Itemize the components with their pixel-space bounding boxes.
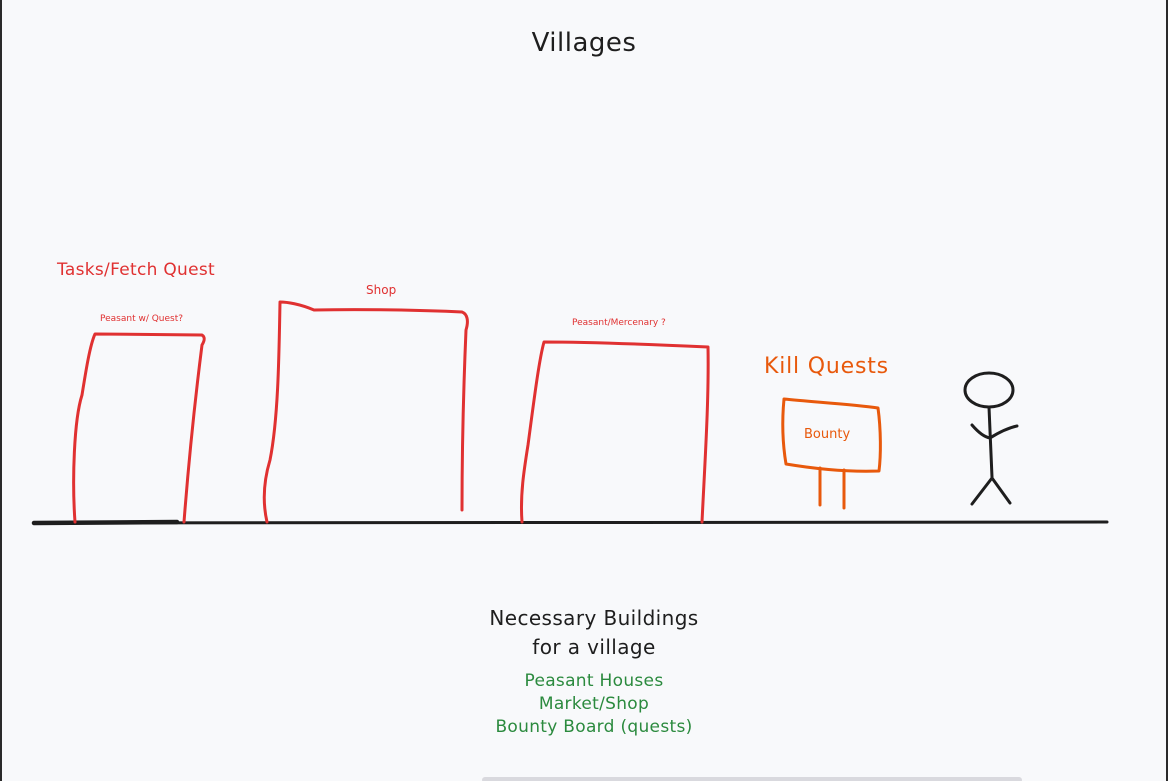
building-shop <box>262 300 469 524</box>
notes-heading-line-2: for a village <box>532 635 656 659</box>
notes-list: Peasant Houses Market/Shop Bounty Board … <box>384 670 804 739</box>
notes-list-item: Market/Shop <box>538 694 650 714</box>
building-label-shop: Shop <box>366 283 397 297</box>
building-label-peasant-mercenary: Peasant/Mercenary ? <box>572 318 666 328</box>
tasks-fetch-quest-heading: Tasks/Fetch Quest <box>57 260 216 280</box>
ground-line <box>32 520 1109 525</box>
notes-heading-line-1: Necessary Buildings <box>489 606 699 630</box>
page-title: Villages <box>531 28 637 58</box>
horizontal-scrollbar[interactable] <box>482 777 1022 781</box>
bounty-board-label: Bounty <box>804 427 851 442</box>
building-label-peasant-quest: Peasant w/ Quest? <box>100 314 184 324</box>
building-peasant-mercenary <box>519 340 710 524</box>
notes-block: Necessary Buildings for a village Peasan… <box>384 604 804 739</box>
stick-figure-icon <box>963 371 1019 506</box>
notes-list-item: Bounty Board (quests) <box>495 717 693 737</box>
building-peasant-quest <box>72 332 206 524</box>
notes-list-item: Peasant Houses <box>524 671 664 691</box>
bounty-board <box>781 397 882 473</box>
kill-quests-heading: Kill Quests <box>764 354 889 379</box>
